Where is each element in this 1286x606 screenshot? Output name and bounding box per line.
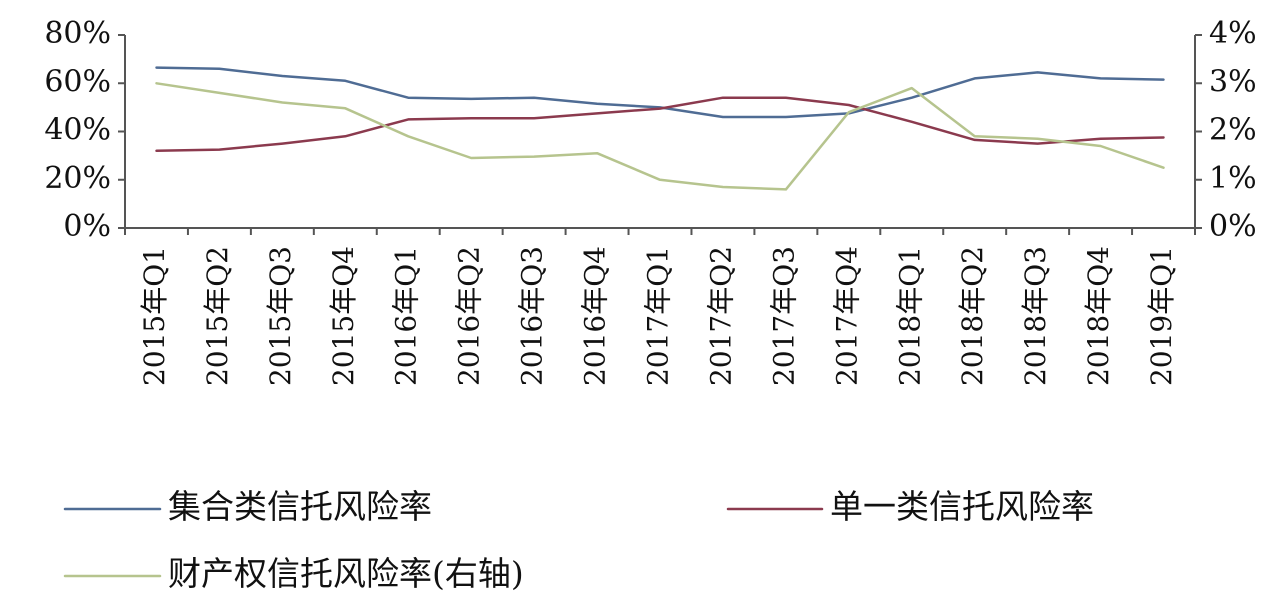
- series-line-1: [155, 96, 1165, 153]
- x-tick-label: 2018年Q2: [956, 246, 989, 386]
- x-tick-label: 2017年Q3: [767, 246, 800, 386]
- x-tick-label: 2017年Q4: [830, 246, 863, 386]
- right-tick-label: 1%: [1209, 161, 1257, 196]
- x-tick-label: 2017年Q2: [704, 246, 737, 386]
- x-tick-label: 2018年Q1: [893, 246, 926, 386]
- left-tick-label: 40%: [44, 113, 111, 148]
- x-tick-label: 2018年Q3: [1019, 246, 1052, 386]
- right-tick-label: 0%: [1209, 209, 1257, 244]
- legend-item-series-2: 财产权信托风险率(右轴): [63, 554, 524, 593]
- x-tick-group: 2015年Q1 2015年Q2 2015年Q3 2015年Q4 2016年Q1 2016年…: [124, 228, 1196, 386]
- x-tick-label: 2016年Q2: [453, 246, 486, 386]
- left-tick-label: 20%: [44, 161, 111, 196]
- right-tick-group: 0% 1% 2% 3% 4%: [1195, 16, 1257, 244]
- legend-item-series-1: 单一类信托风险率: [726, 487, 1094, 526]
- legend: 集合类信托风险率 单一类信托风险率 财产权信托风险率(右轴): [63, 487, 1094, 593]
- left-tick-label: 60%: [44, 64, 111, 99]
- left-tick-label: 0%: [63, 209, 111, 244]
- x-tick-label: 2019年Q1: [1145, 246, 1178, 386]
- series-layer: [155, 66, 1165, 191]
- left-tick-group: 0% 20% 40% 60% 80%: [44, 16, 125, 244]
- legend-label: 集合类信托风险率: [168, 487, 432, 526]
- x-tick-label: 2018年Q4: [1082, 246, 1115, 386]
- right-tick-label: 2%: [1209, 113, 1257, 148]
- axes-layer: 0% 20% 40% 60% 80% 0% 1% 2% 3% 4% 2015年Q1 2015年Q2…: [44, 16, 1256, 386]
- legend-label: 单一类信托风险率: [830, 487, 1094, 526]
- x-tick-label: 2016年Q1: [390, 246, 423, 386]
- legend-item-series-0: 集合类信托风险率: [63, 487, 432, 526]
- right-tick-label: 4%: [1209, 16, 1257, 51]
- left-tick-label: 80%: [44, 16, 111, 51]
- x-tick-label: 2016年Q4: [579, 246, 612, 386]
- x-tick-label: 2017年Q1: [642, 246, 675, 386]
- x-tick-label: 2015年Q1: [138, 246, 171, 386]
- x-tick-label: 2015年Q3: [264, 246, 297, 386]
- right-tick-label: 3%: [1209, 64, 1257, 99]
- x-tick-label: 2015年Q4: [327, 246, 360, 386]
- series-line-2: [155, 82, 1165, 191]
- legend-label: 财产权信托风险率(右轴): [168, 554, 524, 593]
- x-tick-label: 2015年Q2: [201, 246, 234, 386]
- x-tick-label: 2016年Q3: [516, 246, 549, 386]
